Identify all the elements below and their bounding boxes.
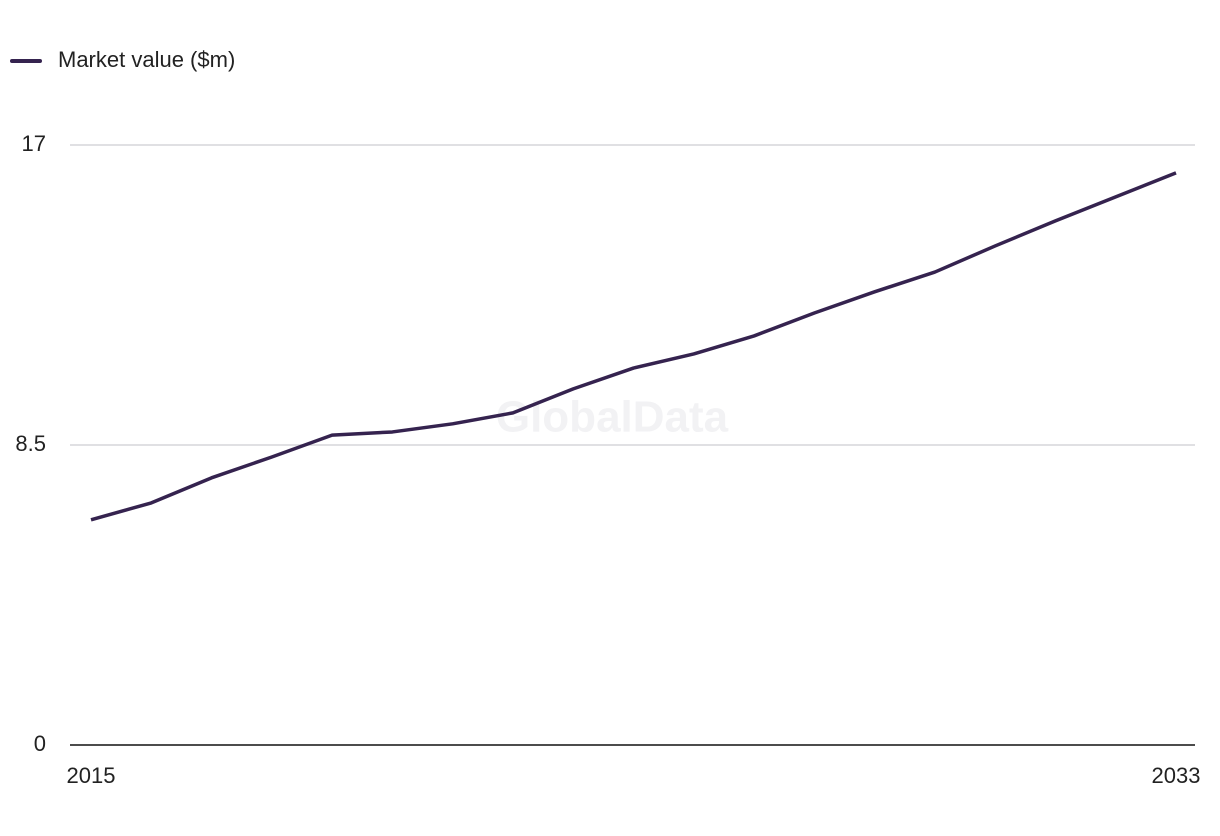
watermark: GlobalData [496,393,729,442]
y-tick-label: 0 [34,731,46,756]
legend-label: Market value ($m) [58,47,235,72]
y-tick-label: 17 [22,131,46,156]
x-tick-label: 2015 [67,763,116,788]
y-tick-label: 8.5 [15,431,46,456]
x-tick-label: 2033 [1152,763,1201,788]
data-line [90,171,1177,522]
